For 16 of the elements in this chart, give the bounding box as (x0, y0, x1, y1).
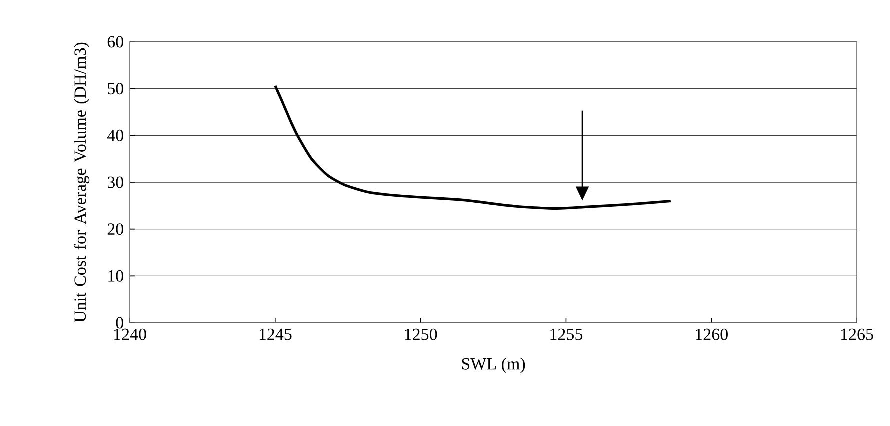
y-tick-label: 40 (107, 130, 124, 142)
y-tick-label: 50 (108, 83, 124, 95)
y-axis-title: Unit Cost for Average Volume (DH/m3) (74, 42, 90, 323)
y-tick-label: 0 (116, 317, 124, 329)
x-axis-title: SWL (m) (462, 358, 526, 374)
line-series (274, 84, 672, 210)
x-tick-label: 1255 (550, 328, 583, 340)
y-tick-label: 30 (108, 176, 124, 188)
y-tick-label: 20 (108, 224, 124, 236)
x-tick-label: 1260 (696, 328, 728, 340)
x-tick-label: 1265 (842, 328, 874, 340)
x-tick-label: 1245 (260, 328, 292, 340)
x-tick-label: 1250 (405, 328, 438, 340)
y-tick-label: 10 (108, 270, 124, 282)
x-tick-label: 1240 (114, 328, 146, 340)
y-tick-label: 60 (108, 36, 124, 48)
